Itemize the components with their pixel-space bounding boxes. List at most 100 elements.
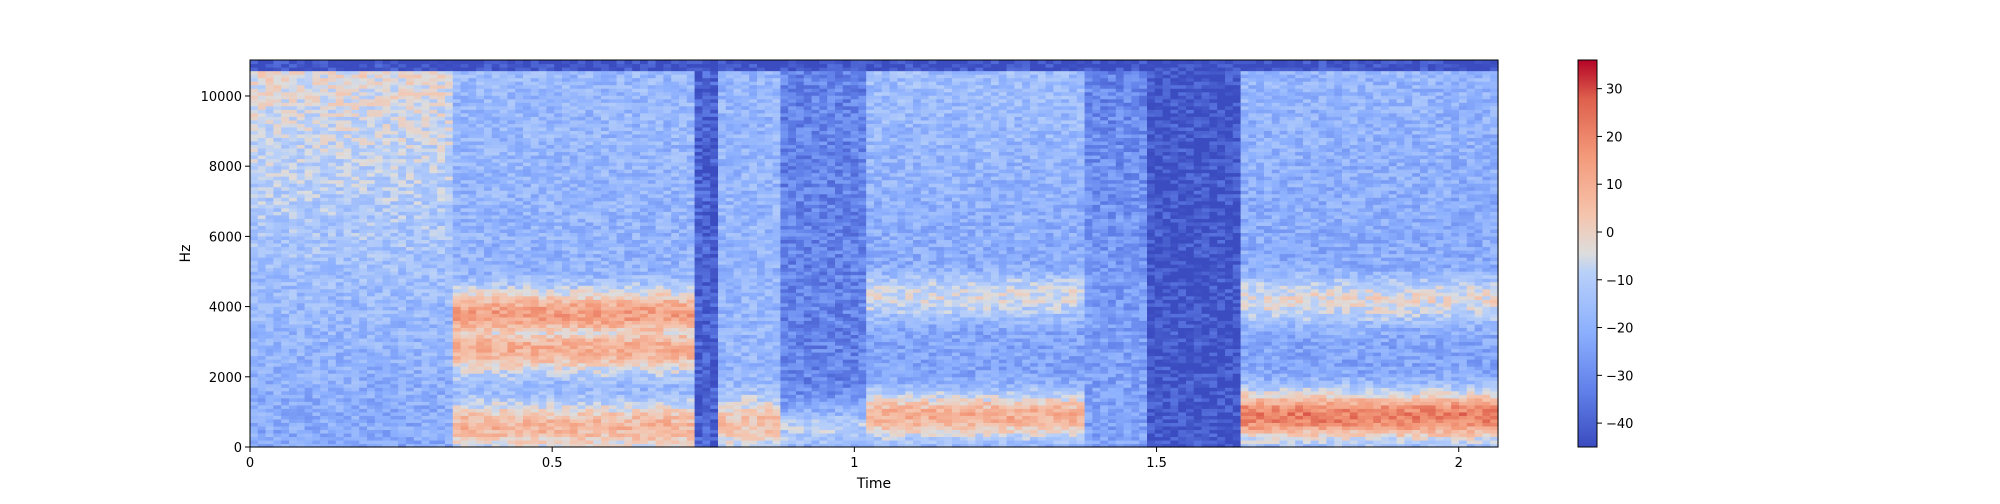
heatmap-cell: [266, 137, 274, 141]
heatmap-cell: [515, 151, 523, 155]
heatmap-cell: [539, 320, 547, 324]
heatmap-cell: [250, 67, 258, 71]
heatmap-cell: [562, 239, 570, 243]
heatmap-cell: [297, 306, 305, 310]
heatmap-cell: [570, 257, 578, 261]
heatmap-cell: [351, 215, 359, 219]
heatmap-cell: [523, 197, 531, 201]
heatmap-cell: [601, 341, 609, 345]
heatmap-cell: [500, 359, 508, 363]
heatmap-cell: [297, 176, 305, 180]
heatmap-cell: [554, 264, 562, 268]
heatmap-cell: [383, 327, 391, 331]
heatmap-cell: [546, 366, 554, 370]
heatmap-cell: [484, 377, 492, 381]
heatmap-cell: [570, 229, 578, 233]
heatmap-cell: [476, 92, 484, 96]
heatmap-cell: [336, 183, 344, 187]
heatmap-cell: [468, 320, 476, 324]
heatmap-cell: [523, 436, 531, 440]
heatmap-cell: [476, 201, 484, 205]
heatmap-cell: [578, 384, 586, 388]
heatmap-cell: [437, 197, 445, 201]
heatmap-cell: [500, 341, 508, 345]
heatmap-cell: [531, 151, 539, 155]
heatmap-cell: [484, 166, 492, 170]
heatmap-cell: [429, 162, 437, 166]
heatmap-cell: [507, 268, 515, 272]
heatmap-cell: [320, 187, 328, 191]
heatmap-cell: [336, 426, 344, 430]
heatmap-cell: [445, 356, 453, 360]
heatmap-cell: [351, 173, 359, 177]
heatmap-cell: [344, 341, 352, 345]
heatmap-cell: [585, 60, 593, 64]
heatmap-cell: [453, 370, 461, 374]
heatmap-cell: [398, 148, 406, 152]
heatmap-cell: [554, 187, 562, 191]
heatmap-cell: [593, 106, 601, 110]
heatmap-cell: [398, 313, 406, 317]
heatmap-cell: [406, 137, 414, 141]
heatmap-cell: [445, 187, 453, 191]
heatmap-cell: [570, 370, 578, 374]
heatmap-cell: [367, 190, 375, 194]
heatmap-cell: [445, 137, 453, 141]
heatmap-cell: [336, 159, 344, 163]
heatmap-cell: [515, 92, 523, 96]
heatmap-cell: [593, 190, 601, 194]
heatmap-cell: [492, 113, 500, 117]
heatmap-cell: [367, 405, 375, 409]
heatmap-cell: [546, 148, 554, 152]
heatmap-cell: [367, 299, 375, 303]
heatmap-cell: [585, 278, 593, 282]
heatmap-cell: [593, 78, 601, 82]
heatmap-cell: [484, 229, 492, 233]
heatmap-cell: [437, 412, 445, 416]
heatmap-cell: [422, 415, 430, 419]
heatmap-cell: [500, 415, 508, 419]
heatmap-cell: [328, 232, 336, 236]
heatmap-cell: [273, 204, 281, 208]
heatmap-cell: [578, 123, 586, 127]
heatmap-cell: [554, 190, 562, 194]
heatmap-cell: [383, 338, 391, 342]
heatmap-cell: [453, 159, 461, 163]
heatmap-cell: [422, 211, 430, 215]
heatmap-cell: [585, 352, 593, 356]
heatmap-cell: [492, 278, 500, 282]
heatmap-cell: [367, 67, 375, 71]
heatmap-cell: [281, 148, 289, 152]
heatmap-cell: [515, 173, 523, 177]
heatmap-cell: [367, 415, 375, 419]
heatmap-cell: [515, 366, 523, 370]
heatmap-cell: [336, 419, 344, 423]
heatmap-cell: [375, 317, 383, 321]
heatmap-cell: [570, 222, 578, 226]
heatmap-cell: [570, 225, 578, 229]
heatmap-cell: [336, 194, 344, 198]
heatmap-cell: [297, 134, 305, 138]
heatmap-cell: [289, 296, 297, 300]
heatmap-cell: [328, 345, 336, 349]
heatmap-cell: [312, 218, 320, 222]
heatmap-cell: [562, 243, 570, 247]
heatmap-cell: [320, 373, 328, 377]
heatmap-cell: [367, 331, 375, 335]
heatmap-cell: [320, 180, 328, 184]
heatmap-cell: [273, 433, 281, 437]
heatmap-cell: [281, 429, 289, 433]
heatmap-cell: [273, 74, 281, 78]
heatmap-cell: [320, 348, 328, 352]
heatmap-cell: [328, 415, 336, 419]
heatmap-cell: [492, 356, 500, 360]
heatmap-cell: [437, 208, 445, 212]
heatmap-cell: [492, 254, 500, 258]
heatmap-cell: [484, 222, 492, 226]
heatmap-cell: [578, 180, 586, 184]
heatmap-cell: [500, 348, 508, 352]
heatmap-cell: [312, 222, 320, 226]
heatmap-cell: [484, 261, 492, 265]
heatmap-cell: [305, 239, 313, 243]
heatmap-cell: [492, 92, 500, 96]
